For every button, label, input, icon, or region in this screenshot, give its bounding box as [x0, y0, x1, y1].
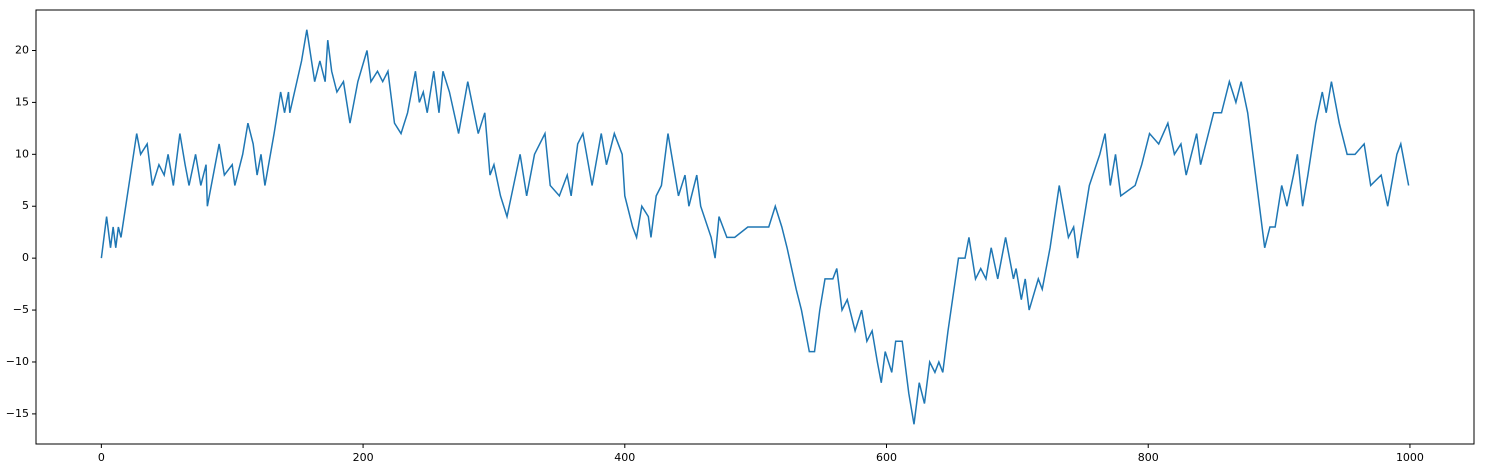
y-tick-label: −10 — [6, 355, 29, 368]
y-tick-label: 20 — [15, 43, 29, 56]
x-tick-label: 800 — [1138, 451, 1159, 464]
y-tick-label: 15 — [15, 95, 29, 108]
y-tick-label: 10 — [15, 147, 29, 160]
x-tick-label: 0 — [98, 451, 105, 464]
x-tick-label: 200 — [353, 451, 374, 464]
y-tick-label: 5 — [22, 199, 29, 212]
axes-frame — [35, 9, 1475, 445]
x-tick-label: 600 — [876, 451, 897, 464]
y-tick-label: −5 — [13, 303, 29, 316]
y-tick-label: −15 — [6, 407, 29, 420]
y-tick-label: 0 — [22, 251, 29, 264]
line-series — [100, 29, 1410, 425]
x-tick-label: 400 — [614, 451, 635, 464]
x-tick-label: 1000 — [1396, 451, 1424, 464]
